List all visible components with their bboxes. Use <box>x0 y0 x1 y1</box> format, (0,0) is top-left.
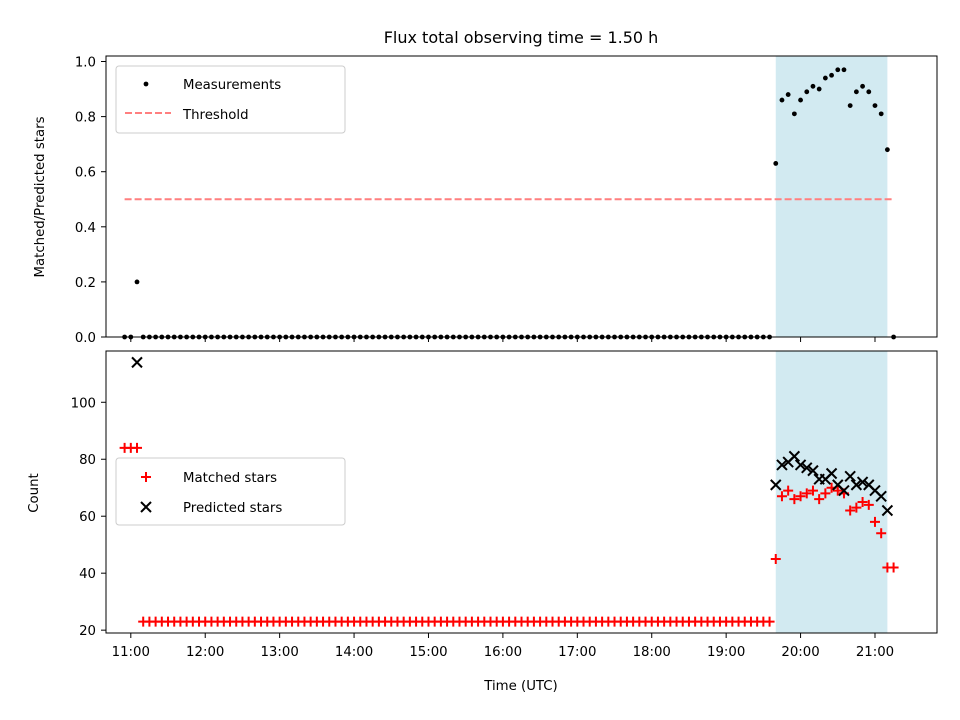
top-y-axis-label: Matched/Predicted stars <box>33 116 48 277</box>
predicted-star-point <box>825 467 838 480</box>
chart-title: Flux total observing time = 1.50 h <box>384 28 659 47</box>
top-y-tick-label: 0.0 <box>75 331 96 346</box>
top-y-tick-label: 1.0 <box>75 56 96 71</box>
x-tick-label: 12:00 <box>186 645 224 660</box>
matched-star-point <box>857 496 868 507</box>
matched-star-point <box>807 485 818 496</box>
predicted-star-point <box>788 450 801 463</box>
matched-star-point <box>876 528 887 539</box>
bottom-y-tick-label: 60 <box>79 510 96 525</box>
legend-measurements-label: Measurements <box>183 78 281 93</box>
top-y-tick-label: 0.8 <box>75 111 96 126</box>
measurement-point <box>841 67 847 73</box>
top-y-tick-label: 0.6 <box>75 166 96 181</box>
measurement-point <box>773 161 779 166</box>
x-tick-label: 14:00 <box>335 645 373 660</box>
matched-star-point <box>795 491 806 502</box>
x-tick-label: 15:00 <box>409 645 447 660</box>
legend-matched-label: Matched stars <box>183 471 277 486</box>
top-panel: 0.0 0.2 0.4 0.6 0.8 1.0 Matched/Predicted sta… <box>33 55 938 346</box>
bottom-panel: 11:00 12:00 13:00 14:00 15:00 16:00 17:00 18:00… <box>27 350 938 694</box>
legend-matched-marker <box>141 472 151 482</box>
measurement-point <box>779 97 785 103</box>
measurement-point <box>884 147 890 153</box>
top-axes-frame <box>105 55 938 338</box>
bottom-y-axis-label: Count <box>27 473 42 513</box>
matched-star-point <box>832 485 843 496</box>
matched-star-point <box>845 505 856 516</box>
bottom-axes-frame <box>105 350 938 634</box>
predicted-star-point <box>776 459 788 471</box>
measurement-point <box>872 103 878 108</box>
top-y-tick-label: 0.2 <box>75 276 96 291</box>
top-y-tick-label: 0.4 <box>75 221 96 236</box>
predicted-star-point <box>770 479 782 491</box>
matched-star-point <box>820 488 831 499</box>
legend-threshold-label: Threshold <box>182 108 249 123</box>
measurement-point <box>785 92 791 97</box>
matched-star-point <box>770 553 781 564</box>
measurement-point <box>804 89 810 95</box>
bottom-legend: Matched stars Predicted stars <box>115 457 346 526</box>
x-tick-label: 13:00 <box>260 645 298 660</box>
matched-star-point <box>764 616 775 627</box>
measurement-point <box>835 67 841 73</box>
bottom-y-tick-label: 80 <box>79 453 96 468</box>
matched-star-point <box>863 499 874 510</box>
x-tick-label: 21:00 <box>856 645 894 660</box>
measurement-point <box>853 89 859 95</box>
predicted-star-point <box>794 459 807 471</box>
matched-star-point <box>776 491 787 502</box>
measurement-point <box>810 83 816 89</box>
measurement-point <box>791 111 797 117</box>
predicted-star-point <box>838 484 850 497</box>
predicted-star-point <box>856 476 869 488</box>
legend-predicted-label: Predicted stars <box>183 501 282 516</box>
matched-star-point <box>814 494 825 505</box>
predicted-star-point <box>844 470 856 483</box>
matched-star-point <box>132 442 143 453</box>
x-tick-label: 20:00 <box>781 645 819 660</box>
matched-star-point <box>801 488 812 499</box>
matched-star-point <box>869 516 880 527</box>
predicted-star-point <box>875 490 887 502</box>
matched-star-point <box>789 494 800 505</box>
predicted-star-point <box>850 479 863 491</box>
measurement-point <box>866 89 872 95</box>
predicted-star-point <box>801 462 813 474</box>
top-highlight-span <box>775 56 888 337</box>
x-tick-label: 19:00 <box>707 645 745 660</box>
x-tick-label: 16:00 <box>484 645 522 660</box>
measurement-point <box>847 103 853 108</box>
bottom-y-tick-label: 100 <box>71 396 96 411</box>
measurement-point <box>798 97 803 103</box>
legend-predicted-marker <box>140 501 152 513</box>
measurement-point <box>829 72 834 78</box>
bottom-y-tick-label: 40 <box>79 567 96 582</box>
measurement-point <box>878 111 884 117</box>
x-tick-label: 11:00 <box>112 645 150 660</box>
top-legend: Measurements Threshold <box>115 65 346 134</box>
matched-star-point <box>783 485 794 496</box>
measurement-point <box>134 279 140 285</box>
bottom-y-tick-label: 20 <box>79 624 96 639</box>
matched-star-point <box>888 562 899 573</box>
predicted-star-point <box>881 504 894 517</box>
measurement-point <box>822 75 828 81</box>
measurement-point <box>860 83 865 89</box>
predicted-star-point <box>131 356 143 369</box>
legend-measurements-marker <box>143 81 149 87</box>
x-axis-label: Time (UTC) <box>483 679 558 694</box>
matched-star-point <box>851 502 862 513</box>
x-tick-label: 17:00 <box>558 645 596 660</box>
predicted-star-point <box>807 464 819 477</box>
measurement-point <box>816 86 822 92</box>
x-tick-label: 18:00 <box>633 645 671 660</box>
